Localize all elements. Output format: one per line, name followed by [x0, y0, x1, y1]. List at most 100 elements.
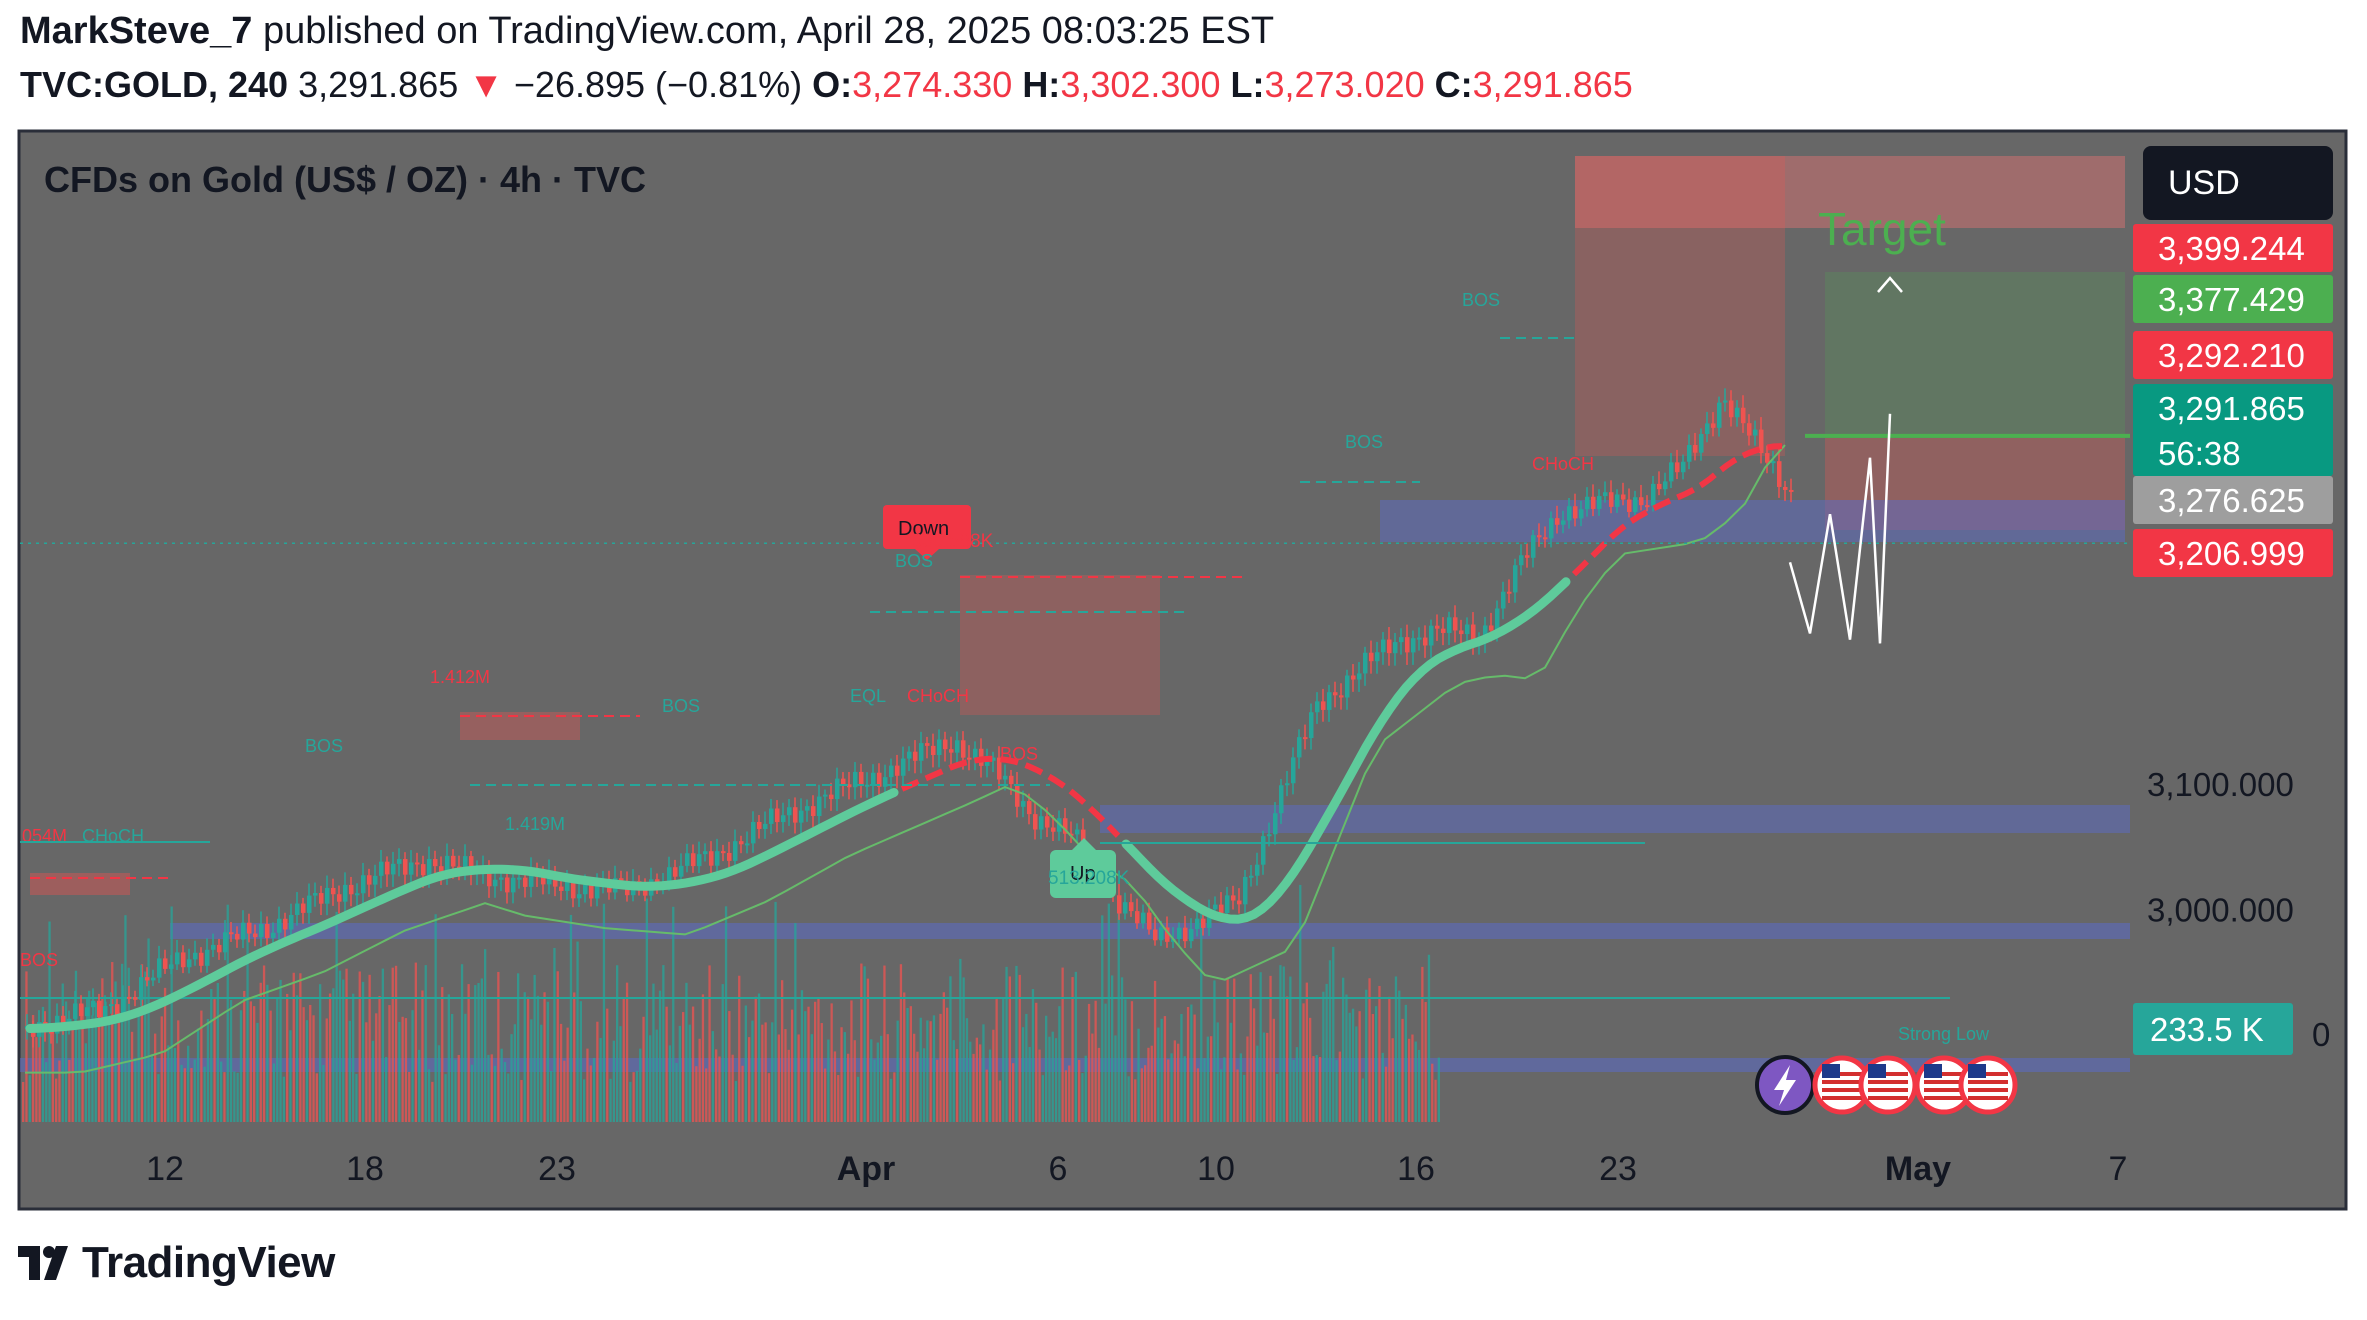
volume-bar: [216, 982, 219, 1122]
candle: [721, 851, 726, 854]
volume-bar: [398, 1021, 401, 1122]
candle: [1129, 902, 1134, 912]
volume-bar: [1028, 1046, 1031, 1122]
us-flag-icon-stripe: [1822, 1080, 1862, 1084]
volume-bar: [117, 1012, 120, 1122]
volume-bar: [279, 979, 282, 1122]
candle: [703, 851, 708, 855]
volume-bar: [705, 1068, 708, 1122]
candle: [571, 881, 576, 899]
volume-bar: [781, 980, 784, 1122]
volume-bar: [1391, 1038, 1394, 1122]
volume-bar: [394, 965, 398, 1122]
volume-bar: [223, 1072, 226, 1122]
volume-bar: [292, 972, 295, 1122]
up-signal-box: [1050, 850, 1116, 898]
candle: [1261, 836, 1266, 865]
us-flag-icon-canton: [1822, 1064, 1840, 1078]
volume-bar: [355, 1073, 358, 1122]
x-tick-label: 16: [1397, 1150, 1435, 1188]
volume-bar: [1193, 1014, 1196, 1122]
tradingview-logo[interactable]: TradingView: [18, 1238, 335, 1288]
volume-bar: [1012, 1063, 1015, 1122]
candle: [1219, 904, 1224, 914]
candle: [709, 851, 714, 866]
candle: [1435, 625, 1440, 629]
volume-bar: [1236, 1069, 1239, 1122]
candle: [1717, 402, 1722, 428]
event-icons[interactable]: [1755, 1055, 2018, 1115]
volume-bar: [1338, 1051, 1341, 1122]
volume-bar: [1054, 1038, 1058, 1122]
up-signal-arrow: [1072, 838, 1096, 850]
candle: [1417, 637, 1422, 640]
down-signal-box: [883, 505, 971, 549]
volume-bar: [1074, 971, 1077, 1122]
volume-bar: [688, 1024, 691, 1122]
volume-bar: [246, 928, 249, 1122]
volume-bar: [886, 1034, 889, 1122]
volume-bar: [764, 1022, 767, 1122]
candle: [349, 884, 354, 895]
candle: [1195, 918, 1200, 930]
candle: [1429, 625, 1434, 646]
volume-bar: [107, 1021, 111, 1122]
x-tick-label: 7: [2109, 1150, 2128, 1188]
volume-bar: [101, 978, 104, 1122]
y-tick-label: 3,000.000: [2147, 892, 2294, 929]
candle: [643, 889, 648, 896]
volume-bar: [361, 981, 365, 1122]
time-axis[interactable]: 12 18 23 Apr 6 10 16 23 May 7: [146, 1150, 2127, 1188]
volume-bar: [982, 1024, 985, 1122]
volume-bar: [530, 1019, 533, 1122]
candle: [937, 739, 942, 755]
volume-label-930k: 930.588K: [912, 531, 994, 552]
candle: [403, 859, 408, 875]
price-axis[interactable]: 3,399.244 3,377.429 3,292.210 3,291.865 56:3…: [2133, 224, 2333, 1055]
volume-bar: [305, 1020, 309, 1122]
candle: [1297, 737, 1302, 758]
volume-bar: [589, 1065, 592, 1122]
candle: [1723, 400, 1728, 403]
candle: [193, 952, 198, 960]
volume-bar: [371, 1040, 375, 1122]
volume-bar: [797, 1034, 800, 1122]
price-label-text: 3,206.999: [2158, 535, 2305, 572]
volume-bar: [698, 1038, 701, 1122]
volume-bar: [833, 1051, 837, 1122]
volume-bar: [503, 1062, 507, 1122]
volume-bar: [1384, 1066, 1388, 1122]
volume-axis-zero: 0: [2312, 1016, 2330, 1053]
volume-bar: [74, 970, 78, 1122]
bos-label: BOS: [662, 696, 700, 716]
candle: [1315, 701, 1320, 713]
price-label-text: 3,291.865: [2158, 390, 2305, 427]
volume-bar: [718, 1056, 721, 1122]
target-reward-zone: [1825, 272, 2125, 438]
volume-bar: [1358, 1011, 1361, 1122]
volume-bar: [863, 966, 866, 1122]
volume-bar: [41, 1006, 45, 1122]
price-label-bg: [2133, 529, 2333, 577]
currency-button[interactable]: USD: [2143, 146, 2333, 220]
candle: [433, 859, 438, 867]
volume-bar: [1355, 1026, 1358, 1122]
volume-bar: [635, 1070, 639, 1122]
close-label: C:: [1434, 64, 1473, 105]
volume-bar: [1381, 1052, 1384, 1122]
volume-bar: [272, 1063, 276, 1122]
x-tick-label: 23: [1599, 1150, 1637, 1188]
volume-bar: [1434, 1079, 1437, 1122]
volume-bar: [441, 987, 444, 1122]
high-value: 3,302.300: [1060, 64, 1221, 105]
author-name[interactable]: MarkSteve_7: [20, 10, 253, 52]
volume-bar: [1190, 1004, 1193, 1122]
trend-ma-down: [900, 755, 1121, 838]
us-flag-icon-stripe: [1968, 1088, 2008, 1092]
us-flag-icon-canton: [1924, 1064, 1942, 1078]
us-flag-icon-stripe: [1822, 1072, 1862, 1076]
volume-bar: [1045, 1015, 1048, 1122]
volume-bar: [566, 1027, 569, 1122]
candle: [1405, 637, 1410, 653]
